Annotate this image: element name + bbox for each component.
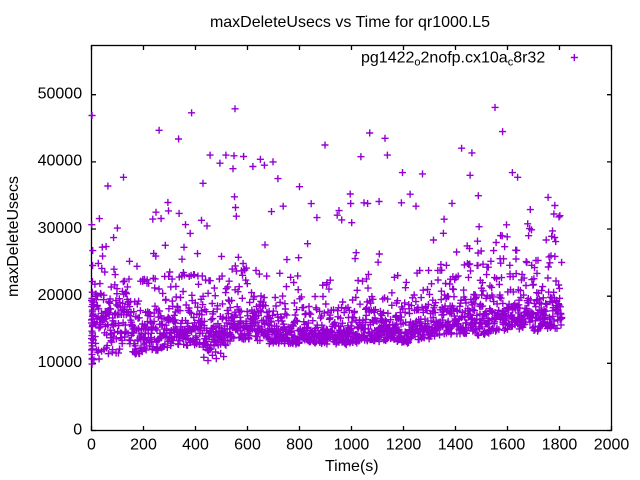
svg-text:0: 0 [87, 437, 96, 454]
svg-text:50000: 50000 [38, 85, 83, 102]
svg-text:Time(s): Time(s) [325, 458, 379, 475]
svg-text:400: 400 [182, 437, 209, 454]
svg-text:1800: 1800 [542, 437, 578, 454]
svg-text:0: 0 [73, 421, 82, 438]
svg-text:maxDeleteUsecs: maxDeleteUsecs [5, 176, 22, 297]
svg-text:40000: 40000 [38, 153, 83, 170]
svg-text:800: 800 [286, 437, 313, 454]
svg-text:30000: 30000 [38, 220, 83, 237]
svg-text:10000: 10000 [38, 354, 83, 371]
svg-text:1400: 1400 [438, 437, 474, 454]
svg-text:maxDeleteUsecs vs Time for qr1: maxDeleteUsecs vs Time for qr1000.L5 [210, 14, 490, 31]
svg-text:200: 200 [130, 437, 157, 454]
svg-text:1000: 1000 [334, 437, 370, 454]
svg-text:1200: 1200 [386, 437, 422, 454]
svg-text:600: 600 [234, 437, 261, 454]
svg-text:20000: 20000 [38, 287, 83, 304]
svg-text:2000: 2000 [594, 437, 630, 454]
svg-text:1600: 1600 [490, 437, 526, 454]
svg-text:pg1422o2nofp.cx10ac8r32: pg1422o2nofp.cx10ac8r32 [361, 49, 545, 68]
